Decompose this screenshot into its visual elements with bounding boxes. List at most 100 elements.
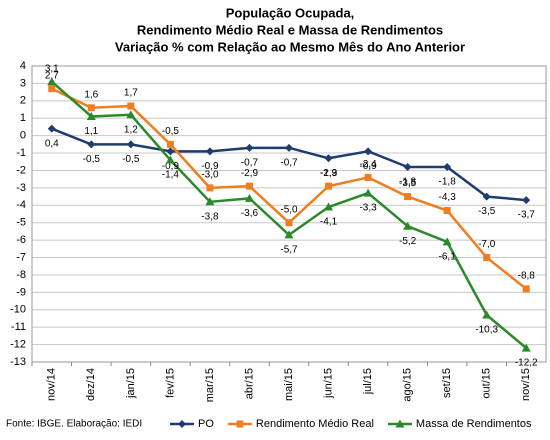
- data-point: [48, 85, 56, 93]
- value-label: -6,1: [439, 251, 457, 262]
- y-tick-label: -2: [16, 164, 26, 176]
- value-label: -2,4: [359, 159, 377, 170]
- value-label: -8,8: [518, 271, 536, 282]
- y-tick-label: -11: [11, 321, 26, 333]
- data-point: [403, 221, 413, 230]
- value-label: 2,7: [45, 70, 59, 81]
- data-point: [205, 197, 215, 206]
- legend-label: Massa de Rendimentos: [416, 418, 532, 430]
- chart-title: Variação % com Relação ao Mesmo Mês do A…: [115, 39, 465, 54]
- value-label: -4,1: [320, 217, 338, 228]
- data-point: [404, 193, 412, 201]
- value-label: 1,7: [124, 88, 138, 99]
- data-point: [442, 237, 452, 246]
- data-point: [364, 173, 372, 181]
- y-tick-label: 0: [20, 130, 26, 142]
- legend-marker: [236, 420, 244, 428]
- value-label: -12,2: [515, 358, 538, 369]
- legend-marker: [395, 419, 405, 428]
- data-point: [86, 111, 96, 120]
- data-point: [166, 140, 174, 148]
- value-label: -3,5: [478, 206, 496, 217]
- value-label: -0,7: [280, 157, 298, 168]
- y-tick-label: 3: [20, 77, 26, 89]
- value-label: -0,9: [201, 161, 219, 172]
- value-label: -0,9: [359, 161, 377, 172]
- data-point: [443, 207, 451, 215]
- value-label: -3,8: [201, 211, 219, 222]
- y-tick-label: -9: [16, 286, 26, 298]
- data-point: [284, 230, 294, 239]
- y-tick-label: 2: [20, 95, 26, 107]
- value-label: -1,8: [399, 177, 417, 188]
- data-point: [403, 162, 412, 171]
- x-tick-label: dez/14: [85, 368, 97, 401]
- data-point: [324, 202, 334, 211]
- y-tick-label: -5: [16, 217, 26, 229]
- y-tick-label: -4: [16, 199, 26, 211]
- value-label: 0,4: [45, 138, 59, 149]
- value-label: -0,5: [162, 126, 180, 137]
- value-label: -3,0: [201, 170, 219, 181]
- data-point: [483, 254, 491, 262]
- y-tick-label: -7: [16, 251, 26, 263]
- x-tick-label: nov/15: [520, 368, 532, 401]
- y-tick-label: -1: [16, 147, 26, 159]
- data-point: [482, 192, 491, 201]
- data-point: [126, 140, 135, 149]
- data-point: [87, 104, 95, 112]
- chart-title: Rendimento Médio Real e Massa de Rendime…: [137, 22, 443, 37]
- value-label: -1,3: [320, 168, 338, 179]
- data-point: [364, 147, 373, 156]
- x-tick-label: jun/15: [322, 368, 334, 399]
- value-label: -1,8: [439, 177, 457, 188]
- value-label: -10,3: [475, 325, 498, 336]
- data-point: [47, 124, 56, 133]
- data-point: [522, 196, 531, 205]
- value-label: -0,5: [122, 154, 140, 165]
- value-label: -3,5: [399, 178, 417, 189]
- data-point: [482, 310, 492, 319]
- value-label: -3,7: [518, 210, 536, 221]
- value-label: -0,7: [241, 157, 259, 168]
- y-tick-label: -3: [16, 182, 26, 194]
- value-label: 1,6: [84, 89, 98, 100]
- data-point: [245, 143, 254, 152]
- data-point: [245, 182, 253, 190]
- source-note: Fonte: IBGE. Elaboração: IEDI: [6, 419, 142, 430]
- y-tick-label: -13: [10, 356, 26, 368]
- data-point: [443, 162, 452, 171]
- data-point: [206, 184, 214, 192]
- data-point: [325, 182, 333, 190]
- value-label: -5,7: [280, 245, 298, 256]
- data-point: [166, 147, 175, 156]
- data-point: [363, 188, 373, 197]
- value-label: -7,0: [478, 239, 496, 250]
- value-label: -5,0: [280, 204, 298, 215]
- data-point: [126, 110, 136, 119]
- y-tick-label: 4: [20, 60, 26, 72]
- x-tick-label: mar/15: [204, 368, 216, 402]
- value-label: 1,2: [124, 124, 138, 135]
- data-point: [324, 154, 333, 163]
- value-label: 3,1: [45, 63, 59, 74]
- y-tick-label: -12: [10, 338, 26, 350]
- y-tick-label: -6: [16, 234, 26, 246]
- value-label: -3,3: [359, 203, 377, 214]
- value-label: -2,9: [320, 168, 338, 179]
- data-point: [165, 155, 175, 164]
- x-tick-label: abr/15: [243, 368, 255, 399]
- data-point: [205, 147, 214, 156]
- value-label: -5,2: [399, 236, 417, 247]
- y-tick-label: -10: [10, 304, 26, 316]
- legend-label: Rendimento Médio Real: [256, 418, 374, 430]
- data-point: [127, 102, 135, 110]
- value-label: 1,1: [84, 126, 98, 137]
- value-label: -0,5: [83, 154, 101, 165]
- value-label: -2,9: [241, 168, 259, 179]
- legend-label: PO: [198, 418, 214, 430]
- x-tick-label: fev/15: [164, 368, 176, 398]
- data-point: [285, 219, 293, 227]
- y-tick-label: 1: [20, 112, 26, 124]
